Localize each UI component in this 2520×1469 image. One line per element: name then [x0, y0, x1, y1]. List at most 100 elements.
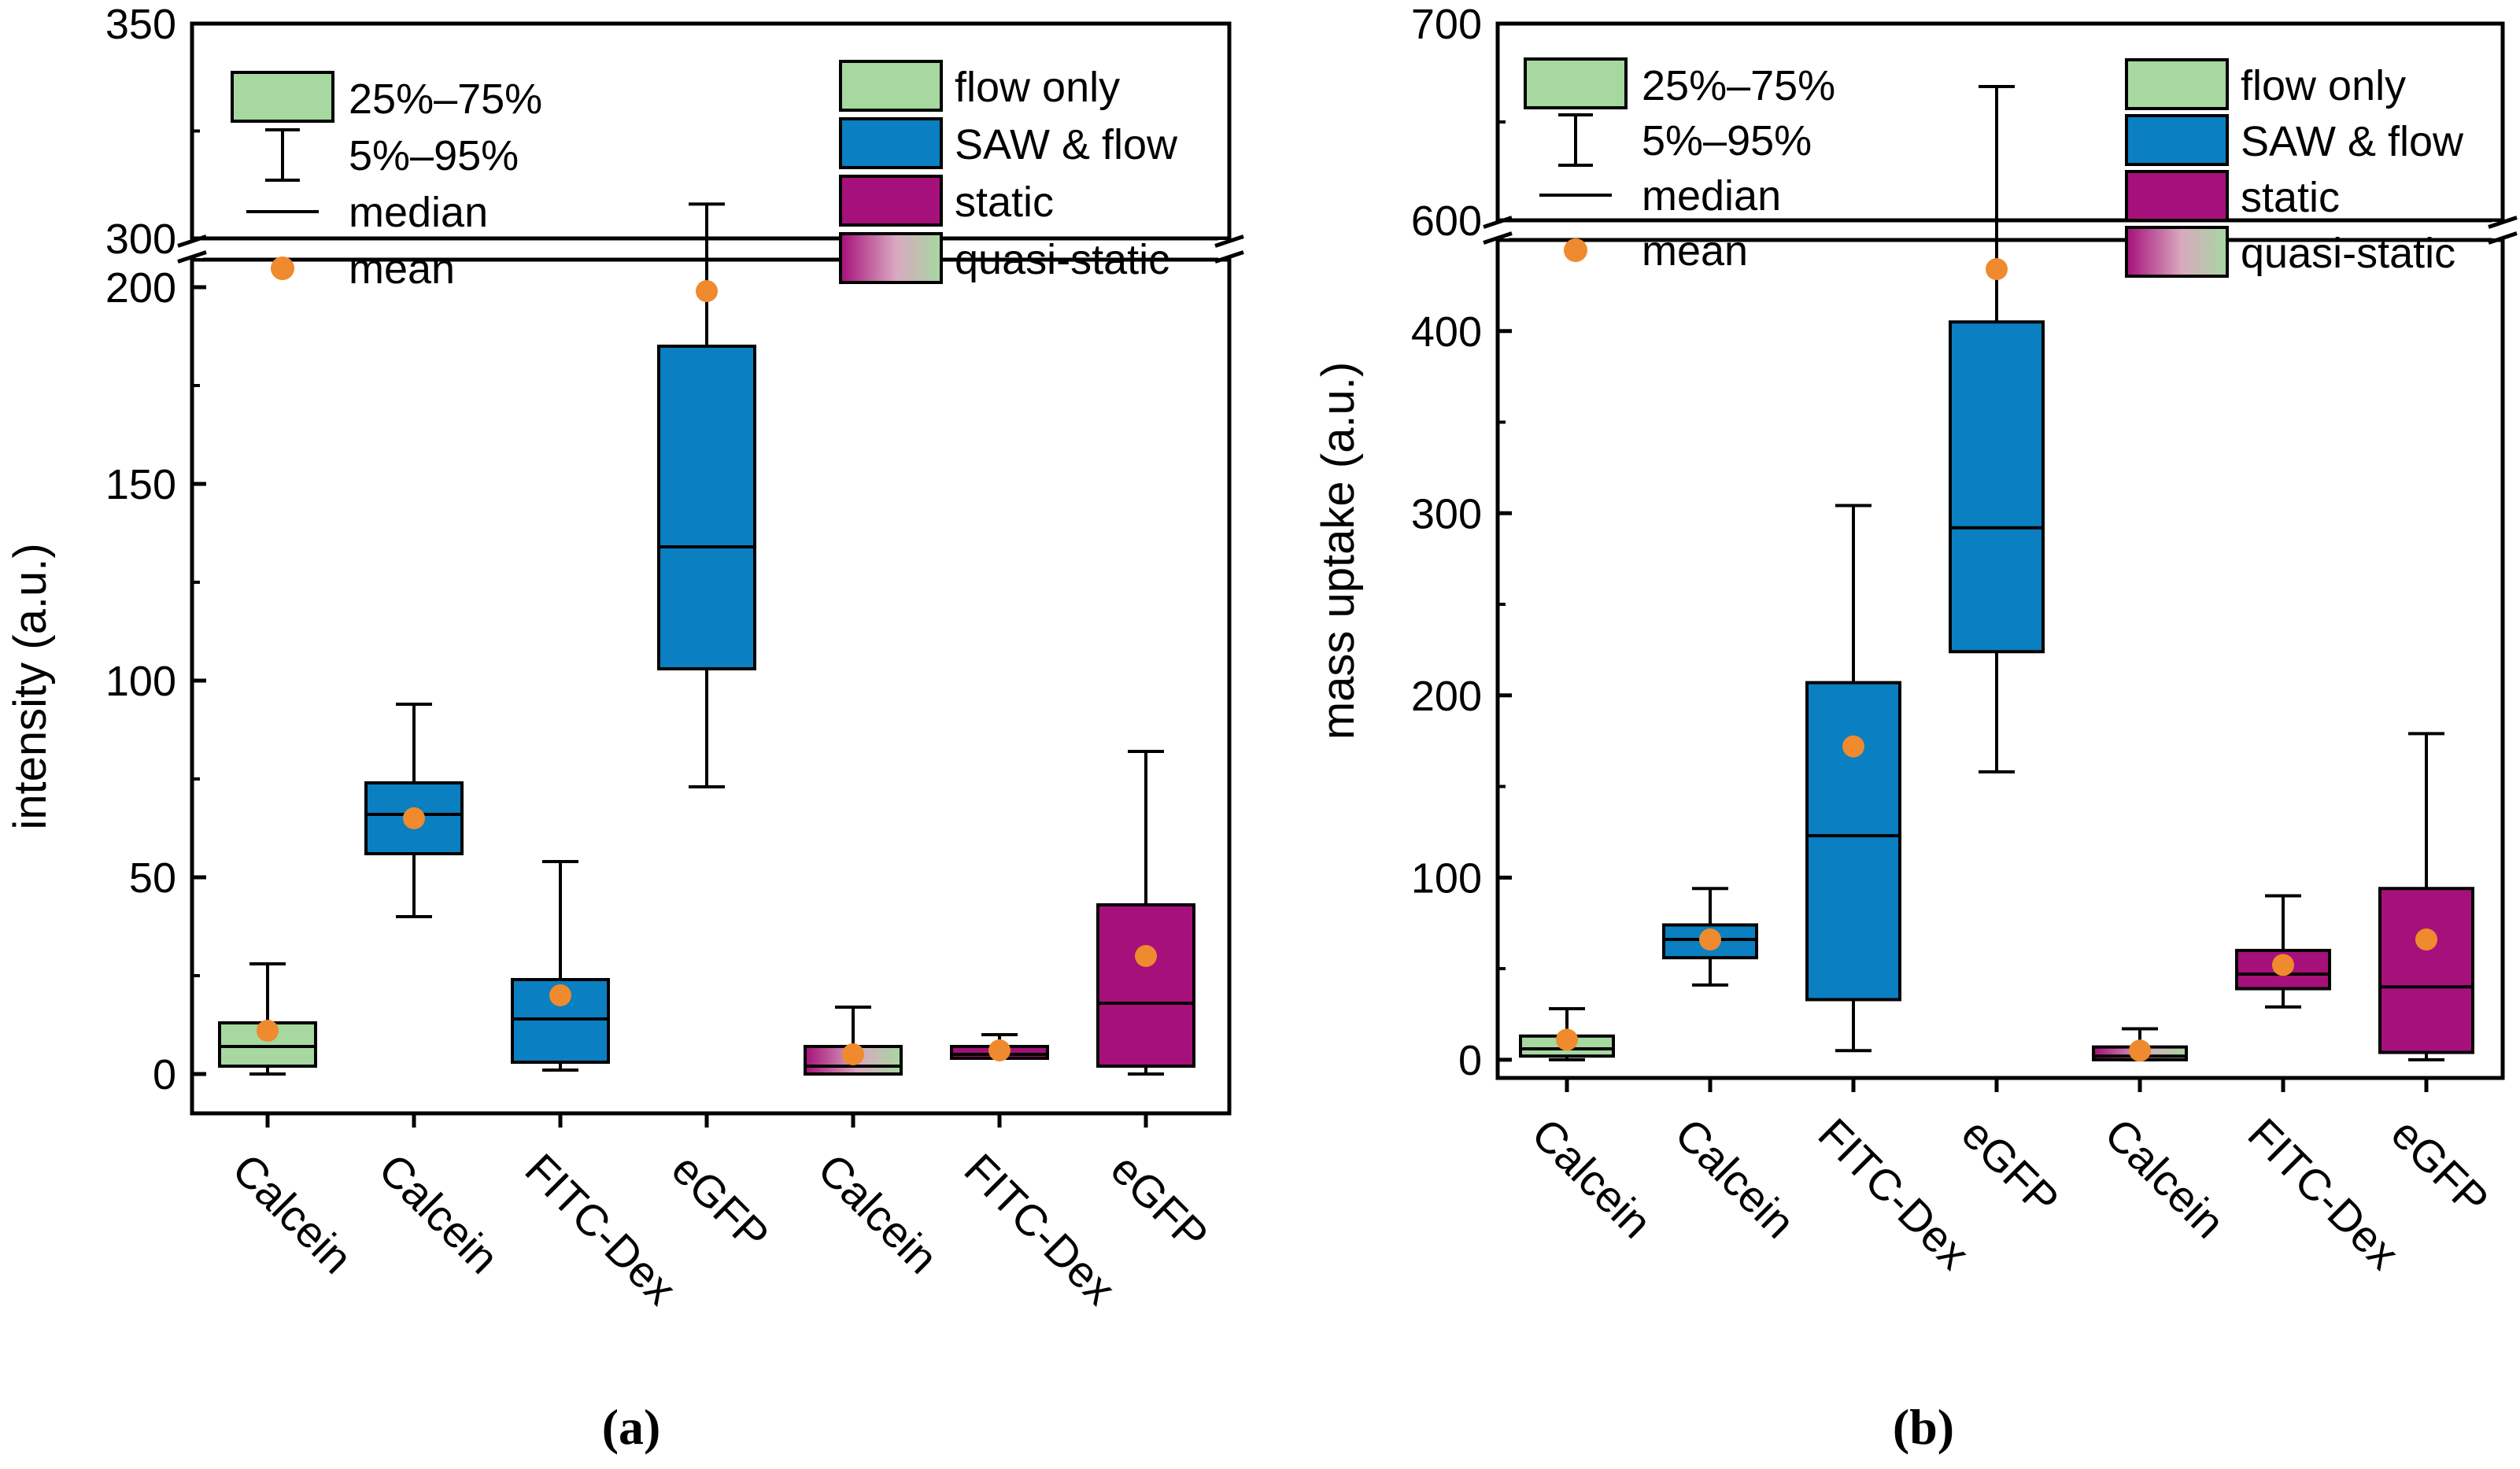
legend-static-label: static — [955, 179, 1054, 226]
legend-whisker-swatch — [1558, 113, 1593, 167]
box-iqr — [1949, 320, 2045, 654]
panel-a-legend-stats: 25%–75% 5%–95% median mean — [231, 71, 542, 293]
category-label: FITC-Dex — [516, 1144, 686, 1314]
panel-b-lower-frame — [1495, 238, 2505, 1080]
legend-whisker-swatch — [265, 128, 300, 182]
legend-mean-label: mean — [1642, 227, 1748, 275]
panel-b-category-labels: Calcein Calcein FITC-Dex eGFP Calcein FI… — [1523, 1109, 2499, 1279]
legend-box-swatch — [1524, 57, 1628, 109]
break-slash — [2488, 216, 2518, 229]
category-label: Calcein — [2096, 1109, 2235, 1248]
legend-median-label: median — [1642, 172, 1781, 220]
legend-quasi-static-swatch — [839, 232, 943, 284]
category-label: FITC-Dex — [1809, 1109, 1979, 1279]
legend-whisker-label: 5%–95% — [349, 132, 519, 179]
mean-dot — [403, 807, 425, 829]
legend-box-swatch — [231, 71, 334, 123]
category-label: Calcein — [370, 1144, 509, 1283]
panel-a-upper-tick-labels: 300 350 — [105, 1, 176, 263]
break-slash — [2488, 231, 2518, 245]
panel-a-legend-groups: flow only SAW & flow static quasi-static — [839, 60, 1178, 284]
legend-saw-flow-swatch — [2125, 114, 2229, 166]
category-label: eGFP — [1102, 1144, 1218, 1260]
mean-dot — [988, 1039, 1011, 1061]
y-tick-label: 300 — [1411, 490, 1482, 537]
panel-a-lower-tick-labels: 0 50 100 150 200 — [105, 264, 176, 1098]
mean-dot — [257, 1020, 279, 1042]
panel-b-legend-groups: flow only SAW & flow static quasi-static — [2125, 58, 2464, 278]
legend-box-label: 25%–75% — [349, 76, 542, 123]
panel-b-y-ticks — [1498, 21, 1512, 1062]
mean-dot — [2129, 1039, 2151, 1062]
break-slash — [177, 250, 207, 264]
panel-a-chart: intensity (a.u.) 300 350 0 50 100 150 20… — [5, 1, 1244, 1455]
legend-whisker-label: 5%–95% — [1642, 117, 1812, 164]
panel-b-upper-tick-labels: 600 700 — [1411, 1, 1482, 245]
y-tick-label: 400 — [1411, 308, 1482, 356]
y-tick-label: 150 — [105, 461, 176, 508]
panel-b-legend-stats: 25%–75% 5%–95% median mean — [1524, 57, 1835, 275]
category-label: eGFP — [663, 1144, 779, 1260]
y-tick-label: 350 — [105, 1, 176, 48]
legend-flow-only-swatch — [2125, 58, 2229, 110]
mean-dot — [1699, 928, 1721, 951]
category-label: eGFP — [1953, 1109, 2069, 1225]
box-iqr — [657, 345, 756, 670]
y-tick-label: 100 — [1411, 854, 1482, 902]
y-tick-label: 0 — [1458, 1037, 1482, 1084]
mean-dot — [696, 280, 718, 302]
panel-b-boxes — [1519, 85, 2474, 1062]
legend-flow-only-label: flow only — [955, 64, 1120, 111]
break-slash — [1483, 231, 1513, 245]
legend-quasi-static-swatch — [2125, 226, 2229, 278]
legend-static-swatch — [2125, 170, 2229, 222]
legend-mean-swatch — [1564, 238, 1587, 262]
box-iqr — [1662, 923, 1758, 960]
panel-a-y-ticks — [192, 21, 206, 1076]
box-iqr — [1805, 681, 1901, 1002]
legend-quasi-static-label: quasi-static — [2241, 230, 2455, 277]
mean-dot — [1842, 735, 1864, 758]
category-label: Calcein — [809, 1144, 948, 1283]
legend-static-label: static — [2241, 174, 2340, 221]
mean-dot — [1986, 258, 2008, 281]
legend-box-label: 25%–75% — [1642, 62, 1835, 109]
box-iqr — [1096, 903, 1195, 1068]
panel-b-x-ticks — [1565, 1078, 2429, 1092]
category-label: FITC-Dex — [955, 1144, 1125, 1314]
break-slash — [1214, 234, 1244, 248]
legend-quasi-static-label: quasi-static — [955, 236, 1169, 283]
panel-a-category-labels: Calcein Calcein FITC-Dex eGFP Calcein FI… — [224, 1144, 1218, 1314]
panel-b-label: (b) — [1893, 1399, 1954, 1455]
category-label: Calcein — [1523, 1109, 1662, 1248]
category-label: eGFP — [2382, 1109, 2499, 1225]
legend-mean-swatch — [271, 257, 294, 280]
y-tick-label: 200 — [105, 264, 176, 312]
box-iqr — [511, 978, 610, 1064]
y-tick-label: 600 — [1411, 197, 1482, 245]
mean-dot — [549, 984, 571, 1006]
panel-a-lower-frame — [190, 257, 1232, 1116]
y-tick-label: 700 — [1411, 1, 1482, 48]
category-label: FITC-Dex — [2239, 1109, 2409, 1279]
panel-a-axis-break — [177, 234, 1244, 264]
legend-flow-only-label: flow only — [2241, 62, 2406, 109]
panel-b-y-axis-label: mass uptake (a.u.) — [1313, 362, 1364, 740]
legend-flow-only-swatch — [839, 60, 943, 112]
panel-b-lower-tick-labels: 0 100 200 300 400 — [1411, 308, 1482, 1084]
y-tick-label: 50 — [129, 854, 176, 902]
mean-dot — [842, 1043, 864, 1065]
box-iqr — [2378, 887, 2474, 1054]
category-label: Calcein — [224, 1144, 363, 1283]
y-tick-label: 200 — [1411, 673, 1482, 720]
panel-a-x-ticks — [265, 1113, 1148, 1128]
legend-static-swatch — [839, 175, 943, 227]
break-slash — [1214, 250, 1244, 264]
y-tick-label: 0 — [153, 1051, 176, 1098]
mean-dot — [1556, 1028, 1578, 1051]
mean-dot — [2415, 928, 2437, 951]
legend-saw-flow-label: SAW & flow — [2241, 118, 2464, 165]
panel-a-label: (a) — [602, 1399, 661, 1455]
